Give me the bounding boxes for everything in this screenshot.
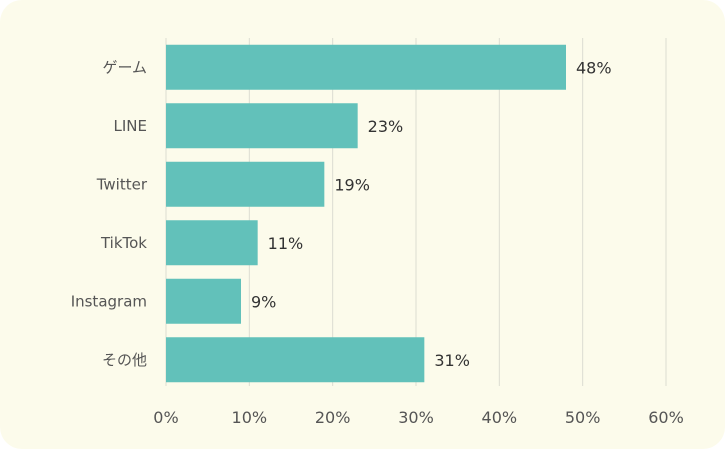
value-label: 9% xyxy=(251,292,276,311)
x-tick-label: 0% xyxy=(153,408,178,427)
category-labels: ゲーム LINE Twitter TikTok Instagram その他 xyxy=(71,58,148,369)
x-tick-label: 20% xyxy=(315,408,351,427)
category-label: LINE xyxy=(114,117,147,135)
bar xyxy=(166,220,258,266)
value-label: 48% xyxy=(576,58,612,77)
bar xyxy=(166,337,425,383)
value-label: 31% xyxy=(434,351,470,370)
category-label: ゲーム xyxy=(102,58,147,76)
bars xyxy=(166,44,566,383)
bar xyxy=(166,44,566,90)
value-label: 19% xyxy=(334,175,370,194)
category-label: Twitter xyxy=(96,175,148,193)
bar xyxy=(166,103,358,149)
category-label: Instagram xyxy=(71,292,147,310)
x-tick-label: 40% xyxy=(482,408,518,427)
bar xyxy=(166,278,241,324)
x-tick-label: 50% xyxy=(565,408,601,427)
value-label: 23% xyxy=(368,117,404,136)
value-label: 11% xyxy=(268,234,304,253)
value-labels: 48% 23% 19% 11% 9% 31% xyxy=(251,58,612,370)
category-label: その他 xyxy=(102,351,147,369)
bar xyxy=(166,161,325,207)
x-tick-label: 30% xyxy=(398,408,434,427)
x-tick-label: 10% xyxy=(232,408,268,427)
x-tick-label: 60% xyxy=(648,408,684,427)
grid-lines xyxy=(165,38,667,386)
x-axis-tick-labels: 0% 10% 20% 30% 40% 50% 60% xyxy=(153,408,683,427)
category-label: TikTok xyxy=(100,234,147,252)
